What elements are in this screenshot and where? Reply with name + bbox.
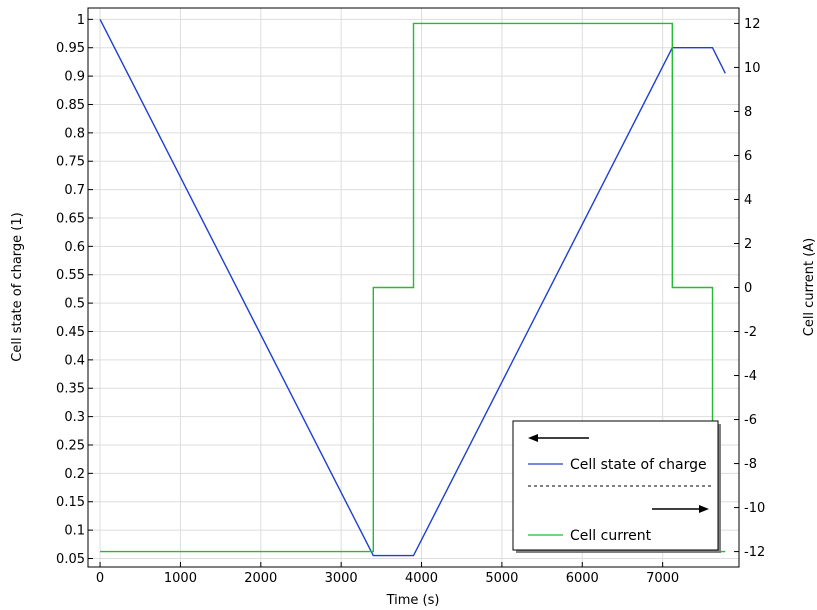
y-left-tick-label: 0.35 — [56, 382, 85, 397]
x-tick-label: 4000 — [405, 571, 438, 586]
left-arrow-icon — [528, 434, 589, 442]
y-left-tick-label: 0.65 — [56, 211, 85, 226]
x-tick-label: 5000 — [485, 571, 518, 586]
y-left-tick-label: 0.1 — [64, 524, 85, 539]
x-tick-label: 1000 — [164, 571, 197, 586]
y-right-tick-label: -10 — [744, 501, 765, 516]
y-left-tick-label: 0.2 — [64, 467, 85, 482]
left-y-axis: 0.05 0.1 0.15 0.2 0.25 0.3 0.35 0.4 0.45 0.5 0.55 0… — [56, 13, 93, 567]
right-y-axis: -12 -10 -8 -6 -4 -2 0 2 4 6 8 10 12 — [734, 17, 765, 560]
right-y-axis-title: Cell current (A) — [802, 238, 817, 337]
x-axis-title: Time (s) — [386, 593, 440, 608]
y-left-tick-label: 0.55 — [56, 268, 85, 283]
y-right-tick-label: -2 — [744, 325, 757, 340]
y-left-tick-label: 0.15 — [56, 495, 85, 510]
x-tick-label: 3000 — [325, 571, 358, 586]
series-group — [99, 19, 726, 557]
y-right-tick-label: -8 — [744, 457, 757, 472]
y-left-tick-label: 0.3 — [64, 410, 85, 425]
y-left-tick-label: 0.05 — [56, 552, 85, 567]
x-tick-label: 6000 — [566, 571, 599, 586]
y-left-tick-label: 1 — [77, 13, 85, 28]
x-tick-label: 7000 — [646, 571, 679, 586]
y-left-tick-label: 0.5 — [64, 297, 85, 312]
left-y-axis-title: Cell state of charge (1) — [10, 212, 25, 361]
y-left-tick-label: 0.9 — [64, 70, 85, 85]
legend-label-current: Cell current — [570, 528, 652, 544]
y-left-tick-label: 0.45 — [56, 325, 85, 340]
series-line-state-of-charge — [99, 19, 726, 557]
y-left-tick-label: 0.95 — [56, 41, 85, 56]
y-left-tick-label: 0.4 — [64, 353, 85, 368]
y-left-tick-label: 0.8 — [64, 126, 85, 141]
legend-label-soc: Cell state of charge — [570, 457, 707, 473]
y-right-tick-label: 12 — [744, 17, 761, 32]
y-right-tick-label: 6 — [744, 149, 752, 164]
y-right-tick-label: -12 — [744, 545, 765, 560]
y-right-tick-label: 2 — [744, 237, 752, 252]
y-right-tick-label: -4 — [744, 369, 757, 384]
y-right-tick-label: 8 — [744, 105, 752, 120]
y-left-tick-label: 0.25 — [56, 438, 85, 453]
y-left-tick-label: 0.75 — [56, 155, 85, 170]
y-left-tick-label: 0.6 — [64, 240, 85, 255]
x-tick-label: 2000 — [244, 571, 277, 586]
y-left-tick-label: 0.7 — [64, 183, 85, 198]
y-right-tick-label: -6 — [744, 413, 757, 428]
y-right-tick-label: 0 — [744, 281, 752, 296]
y-right-tick-label: 10 — [744, 61, 761, 76]
x-axis: 0 1000 2000 3000 4000 5000 6000 7000 — [96, 562, 679, 586]
series-line-cell-current — [100, 22, 726, 553]
x-tick-label: 0 — [96, 571, 104, 586]
right-arrow-icon — [652, 505, 709, 513]
y-left-tick-label: 0.85 — [56, 98, 85, 113]
y-right-tick-label: 4 — [744, 193, 752, 208]
legend: Cell state of charge Cell current — [512, 420, 721, 553]
